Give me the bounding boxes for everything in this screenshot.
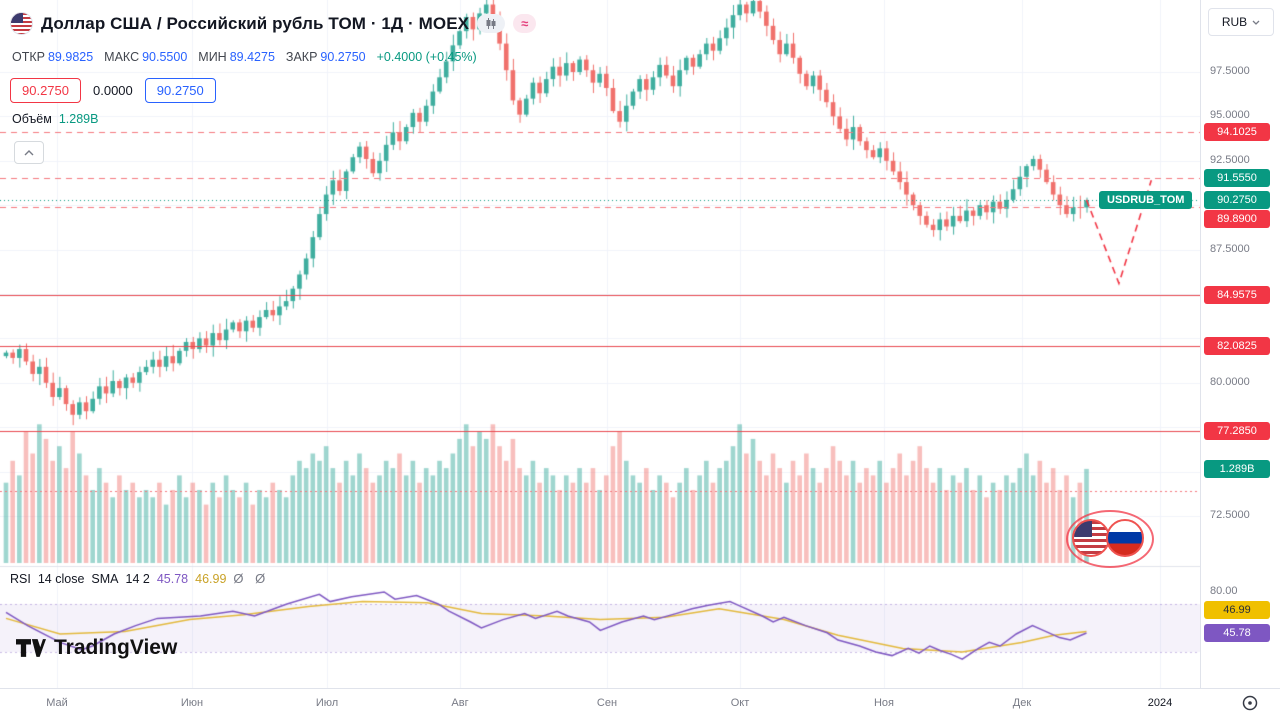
- time-axis-label: Окт: [730, 697, 750, 709]
- rsi-value: 45.78: [156, 571, 189, 586]
- rsi-sma-params: 14 2: [125, 571, 150, 586]
- time-axis-label: Ноя: [873, 697, 895, 709]
- volume-row: Объём 1.289B: [12, 112, 98, 126]
- rsi-badge: 45.78: [1204, 624, 1270, 643]
- rsi-params: 14 close: [37, 571, 85, 586]
- tradingview-logo-text: TradingView: [54, 636, 178, 659]
- time-axis-label: Дек: [1012, 697, 1032, 709]
- time-axis-label: Июн: [180, 697, 204, 709]
- time-axis-label: Авг: [451, 697, 469, 709]
- rsi-action-icons[interactable]: Ø Ø: [233, 571, 270, 586]
- price-badge: 91.5550: [1204, 168, 1270, 187]
- change-value: +0.4000 (+0.45%): [376, 50, 477, 64]
- time-axis[interactable]: Май Июн Июл Авг Сен Окт Ноя Дек 2024: [0, 688, 1280, 718]
- spread-value: 0.0000: [93, 83, 133, 98]
- ohlc-row: ОТКР 89.9825 МАКС 90.5500 МИН 89.4275 ЗА…: [12, 50, 477, 64]
- chevron-up-icon: [24, 149, 34, 155]
- high-stat: МАКС 90.5500: [104, 50, 187, 64]
- tradingview-logo-icon: [16, 639, 46, 657]
- rsi-sma-title: SMA: [91, 571, 119, 586]
- volume-badge: 1.289B: [1204, 459, 1270, 478]
- open-stat: ОТКР 89.9825: [12, 50, 93, 64]
- price-badge: 89.8900: [1204, 210, 1270, 229]
- chevron-down-icon: [1252, 20, 1260, 25]
- price-axis-label: 92.5000: [1210, 153, 1250, 166]
- symbol-header[interactable]: Доллар США / Российский рубль ТОМ · 1Д ·…: [10, 12, 537, 35]
- series-price-tag: USDRUB_TOM: [1099, 191, 1193, 210]
- time-axis-settings-icon[interactable]: [1240, 693, 1260, 718]
- bid-button[interactable]: 90.2750: [10, 78, 81, 103]
- price-axis-label: 87.5000: [1210, 242, 1250, 255]
- volume-label: Объём: [12, 112, 52, 126]
- rsi-badge: 46.99: [1204, 601, 1270, 620]
- candle-style-button[interactable]: [477, 14, 506, 33]
- rub-flag-icon: [1106, 519, 1144, 557]
- rsi-axis-label: 80.00: [1210, 585, 1238, 597]
- high-label: МАКС: [104, 50, 140, 64]
- price-badge: 84.9575: [1204, 285, 1270, 304]
- close-value: 90.2750: [320, 50, 366, 64]
- currency-label: RUB: [1221, 15, 1248, 29]
- volume-value: 1.289B: [58, 112, 99, 126]
- highlight-ellipse: [1066, 510, 1154, 568]
- usd-flag-icon: [1072, 519, 1110, 557]
- rsi-indicator-header[interactable]: RSI 14 close SMA 14 2 45.78 46.99 Ø Ø: [10, 571, 269, 586]
- price-axis-label: 80.0000: [1210, 375, 1250, 388]
- time-axis-label: Сен: [596, 697, 618, 709]
- price-axis-label: 72.5000: [1210, 509, 1250, 521]
- low-stat: МИН 89.4275: [198, 50, 275, 64]
- us-flag-icon: [10, 12, 33, 35]
- price-badge: 77.2850: [1204, 422, 1270, 441]
- tradingview-logo[interactable]: TradingView: [16, 636, 177, 660]
- close-stat: ЗАКР 90.2750: [286, 50, 366, 64]
- approx-toggle-button[interactable]: ≈: [513, 14, 537, 33]
- open-label: ОТКР: [12, 50, 45, 64]
- main-chart-canvas[interactable]: [0, 0, 1200, 688]
- collapse-legend-button[interactable]: [14, 141, 44, 164]
- rsi-sma-value: 46.99: [195, 571, 227, 586]
- time-axis-label: Июл: [315, 697, 339, 709]
- symbol-title[interactable]: Доллар США / Российский рубль ТОМ · 1Д ·…: [41, 13, 470, 33]
- low-label: МИН: [198, 50, 227, 64]
- candles-icon: [486, 18, 496, 29]
- price-axis-label: 97.5000: [1210, 65, 1250, 77]
- close-label: ЗАКР: [285, 50, 318, 64]
- low-value: 89.4275: [229, 50, 275, 64]
- currency-dropdown[interactable]: RUB: [1208, 8, 1274, 36]
- pair-logo: [1066, 510, 1154, 568]
- ask-button[interactable]: 90.2750: [144, 78, 216, 103]
- price-badge: 94.1025: [1204, 123, 1270, 142]
- high-value: 90.5500: [142, 50, 188, 64]
- price-badge: 90.2750: [1204, 191, 1270, 210]
- price-axis-label: 95.0000: [1210, 109, 1250, 122]
- time-axis-label: Май: [46, 697, 68, 709]
- price-badge: 82.0825: [1204, 336, 1270, 355]
- open-value: 89.9825: [47, 50, 94, 64]
- time-axis-label: 2024: [1147, 697, 1173, 709]
- quote-row: 90.2750 0.0000 90.2750: [10, 78, 216, 103]
- rsi-title: RSI: [10, 571, 31, 586]
- price-axis[interactable]: RUB 97.5000 95.0000 92.5000 87.5000 80.0000 7…: [1200, 0, 1280, 688]
